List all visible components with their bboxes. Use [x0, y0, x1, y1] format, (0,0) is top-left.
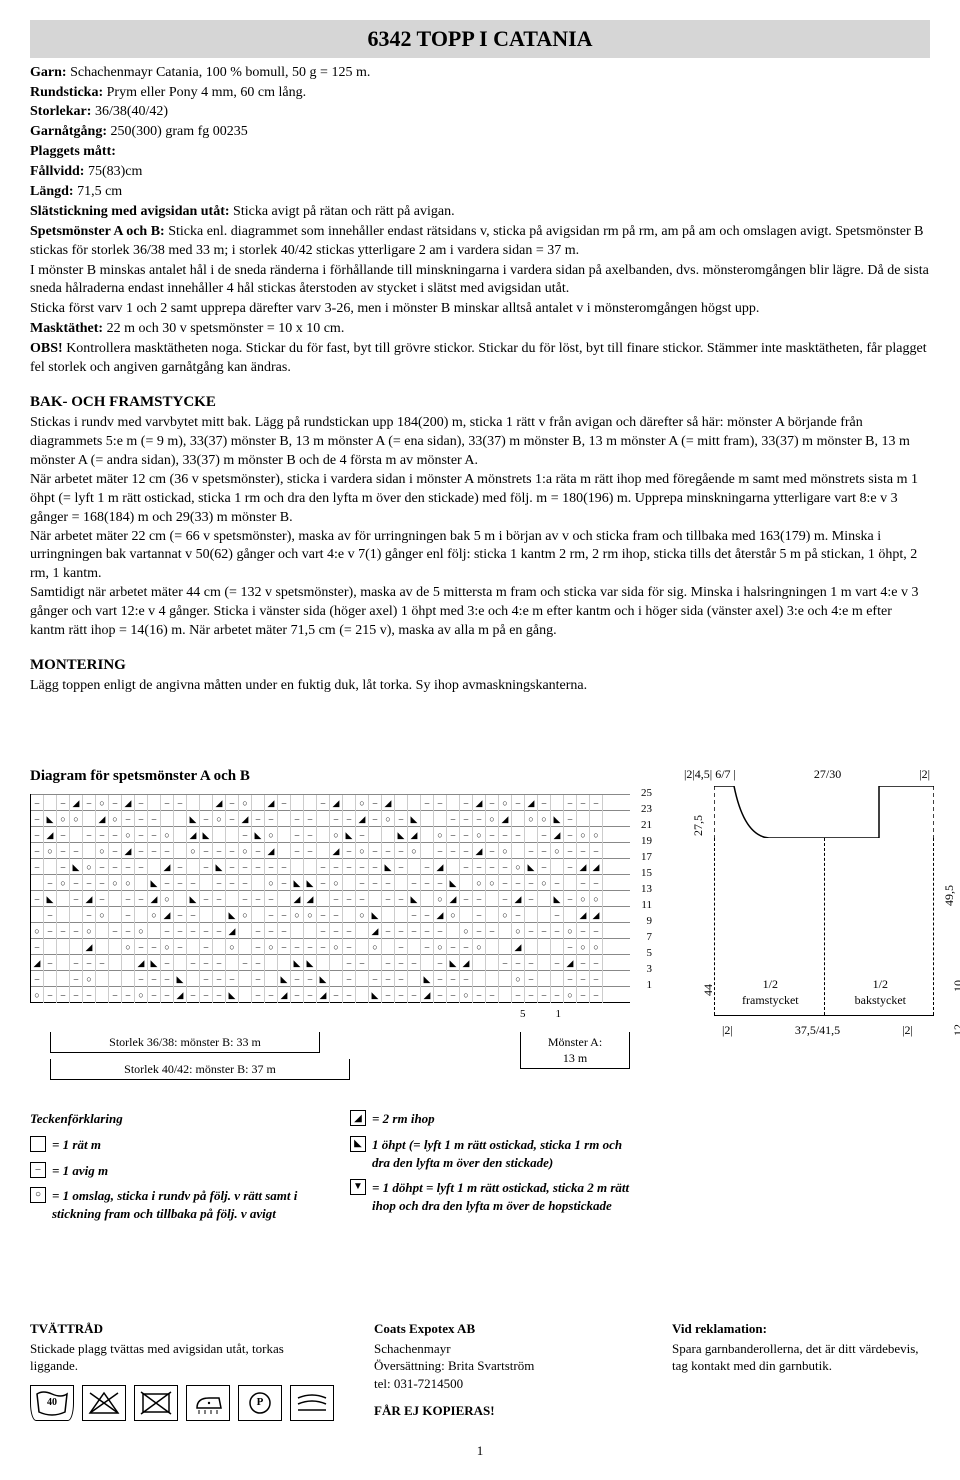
plagg-label: Plaggets mått:	[30, 144, 116, 159]
sch-top3: |2|	[919, 766, 930, 782]
size-a-label: Storlek 36/38: mönster B: 33 m	[50, 1032, 320, 1053]
rund-val: Prym eller Pony 4 mm, 60 cm lång.	[107, 85, 306, 100]
r2: 1 öhpt (= lyft 1 m rätt ostickad, sticka…	[372, 1136, 640, 1171]
l2: = 1 avig m	[52, 1162, 108, 1180]
sch-top2: 27/30	[814, 766, 841, 782]
care-icons: 40 P	[30, 1385, 334, 1421]
m-495: 49,5	[941, 885, 957, 906]
r1: = 2 rm ihop	[372, 1110, 435, 1128]
montering-heading: MONTERING	[30, 655, 930, 675]
spets-val1: Sticka enl. diagrammet som innehåller en…	[30, 224, 924, 258]
m-275: 27,5	[690, 815, 706, 836]
garn-label: Garn:	[30, 65, 67, 80]
bak-label: 1/2 bakstycket	[855, 976, 906, 1008]
b1: |2|	[720, 1022, 735, 1038]
stor-val: 36/38(40/42)	[95, 104, 168, 119]
sym-circle-icon: ○	[30, 1187, 46, 1203]
spets-label: Spetsmönster A och B:	[30, 224, 165, 239]
diagram-area: Diagram för spetsmönster A och B ––◢–○–◢…	[30, 766, 930, 1230]
fram-label: 1/2 framstycket	[742, 976, 799, 1008]
l1: = 1 rät m	[52, 1136, 101, 1154]
r3: = 1 döhpt = lyft 1 m rätt ostickad, stic…	[372, 1179, 640, 1214]
bak-body: Stickas i rundv med varvbytet mitt bak. …	[30, 414, 930, 641]
langd-label: Längd:	[30, 184, 74, 199]
obs-val: Kontrollera masktätheten noga. Stickar d…	[30, 341, 927, 375]
coats-2: Översättning: Brita Svartström	[374, 1357, 632, 1375]
footer: TVÄTTRÅD Stickade plagg tvättas med avig…	[30, 1320, 930, 1422]
monster-a-label: Mönster A: 13 m	[520, 1032, 630, 1069]
rund-label: Rundsticka:	[30, 85, 103, 100]
schematic: |2|4,5| 6/7 | 27/30 |2| 27,5 44	[680, 766, 934, 1076]
bak-heading: BAK- OCH FRAMSTYCKE	[30, 392, 930, 412]
legend-heading: Teckenförklaring	[30, 1110, 320, 1128]
sym-tri3-icon: ▼	[350, 1179, 366, 1195]
m-12: 12	[950, 1024, 960, 1036]
wash-icon: 40	[30, 1385, 74, 1421]
mask-label: Masktäthet:	[30, 321, 103, 336]
obs-label: OBS!	[30, 341, 63, 356]
garn-val: Schachenmayr Catania, 100 % bomull, 50 g…	[70, 65, 370, 80]
coats-1: Schachenmayr	[374, 1340, 632, 1358]
tvatt-body: Stickade plagg tvättas med avigsidan utå…	[30, 1340, 334, 1375]
coats-heading: Coats Expotex AB	[374, 1320, 632, 1338]
legend: Teckenförklaring = 1 rät m –= 1 avig m ○…	[30, 1110, 930, 1230]
m-10: 10	[950, 980, 960, 992]
rek-heading: Vid reklamation:	[672, 1320, 930, 1338]
tick-1: 1	[556, 1007, 562, 1022]
spets-val3: Sticka först varv 1 och 2 samt upprepa d…	[30, 300, 930, 319]
b3: |2|	[900, 1022, 915, 1038]
l3: = 1 omslag, sticka i rundv på följ. v rä…	[52, 1187, 320, 1222]
sym-tri1-icon: ◢	[350, 1110, 366, 1126]
iron-icon	[186, 1385, 230, 1421]
page-title: 6342 TOPP I CATANIA	[30, 20, 930, 58]
spets-val2: I mönster B minskas antalet hål i de sne…	[30, 262, 930, 300]
copy-notice: FÅR EJ KOPIERAS!	[374, 1402, 632, 1420]
tvatt-heading: TVÄTTRÅD	[30, 1320, 334, 1338]
diagram-title: Diagram för spetsmönster A och B	[30, 766, 650, 786]
slat-label: Slätstickning med avigsidan utåt:	[30, 204, 230, 219]
stor-label: Storlekar:	[30, 104, 91, 119]
dryclean-icon: P	[238, 1385, 282, 1421]
garna-label: Garnåtgång:	[30, 124, 107, 139]
neckline-svg	[714, 786, 934, 838]
fall-label: Fållvidd:	[30, 164, 84, 179]
langd-val: 71,5 cm	[77, 184, 122, 199]
sym-tri2-icon: ◣	[350, 1136, 366, 1152]
sch-top1: |2|4,5| 6/7 |	[684, 766, 736, 782]
intro-block: Garn: Schachenmayr Catania, 100 % bomull…	[30, 64, 930, 378]
flat-dry-icon	[290, 1385, 334, 1421]
garna-val: 250(300) gram fg 00235	[111, 124, 248, 139]
mask-val: 22 m och 30 v spetsmönster = 10 x 10 cm.	[107, 321, 345, 336]
stitch-diagram: Diagram för spetsmönster A och B ––◢–○–◢…	[30, 766, 650, 1080]
fall-val: 75(83)cm	[88, 164, 142, 179]
rek-body: Spara garnbanderollerna, det är ditt vär…	[672, 1340, 930, 1375]
coats-3: tel: 031-7214500	[374, 1375, 632, 1393]
b2: 37,5/41,5	[795, 1022, 840, 1038]
size-b-label: Storlek 40/42: mönster B: 37 m	[50, 1059, 350, 1080]
bleach-icon	[82, 1385, 126, 1421]
sym-dash-icon: –	[30, 1162, 46, 1178]
sym-empty-icon	[30, 1136, 46, 1152]
tick-5: 5	[520, 1007, 526, 1022]
slat-val: Sticka avigt på rätan och rätt på avigan…	[233, 204, 455, 219]
montering-body: Lägg toppen enligt de angivna måtten und…	[30, 677, 930, 696]
dry-icon	[134, 1385, 178, 1421]
page-number: 1	[30, 1442, 930, 1460]
